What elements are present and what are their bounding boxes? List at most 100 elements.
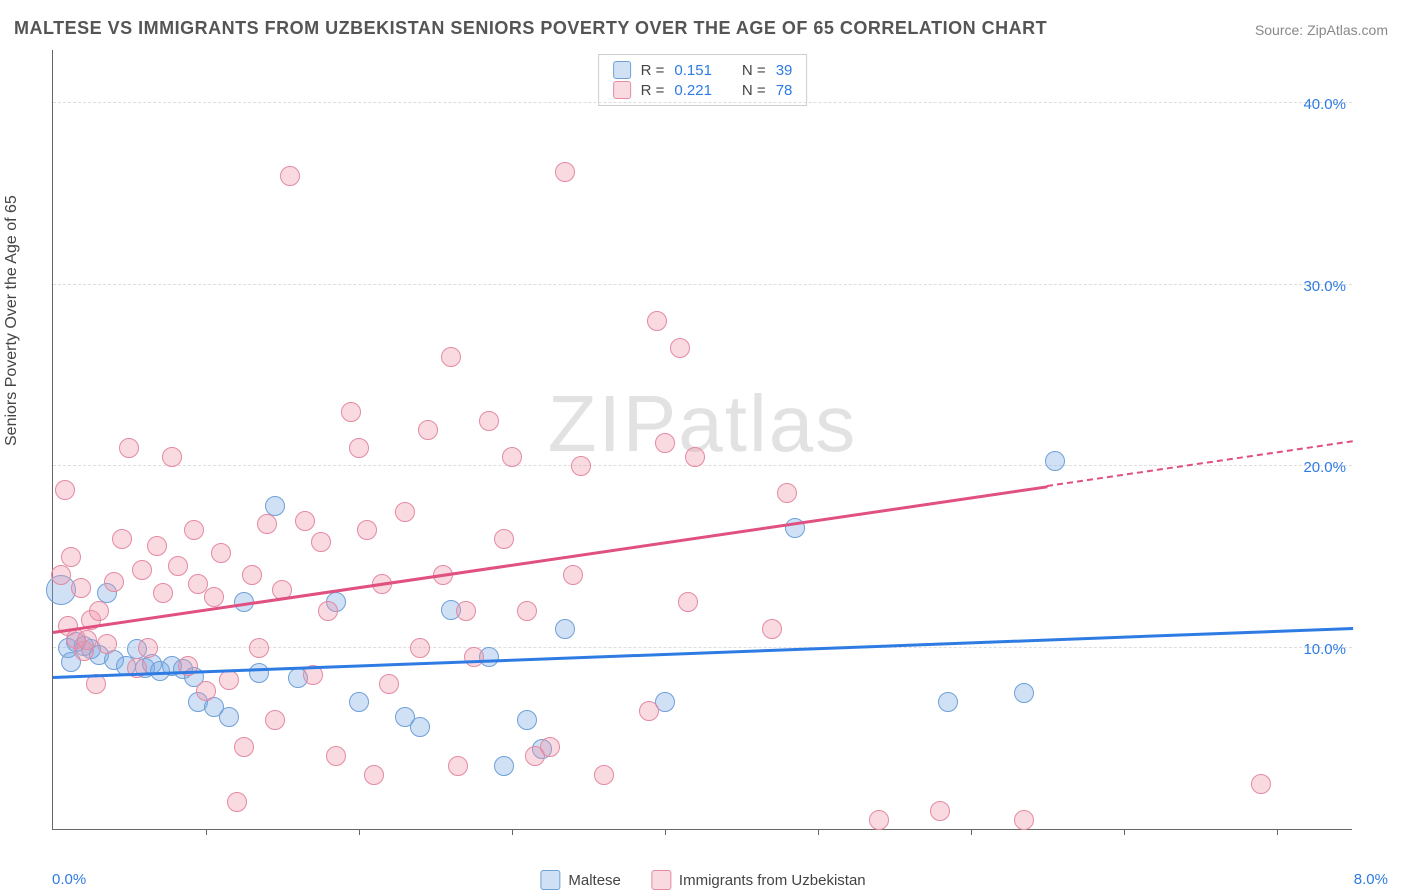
scatter-point-uzbekistan: [464, 647, 484, 667]
scatter-point-maltese: [1014, 683, 1034, 703]
x-tick: [1277, 829, 1278, 835]
legend: Maltese Immigrants from Uzbekistan: [540, 870, 865, 890]
scatter-point-uzbekistan: [162, 447, 182, 467]
trend-line-uzbekistan: [53, 485, 1047, 633]
scatter-point-uzbekistan: [55, 480, 75, 500]
scatter-point-uzbekistan: [341, 402, 361, 422]
gridline: [53, 465, 1352, 466]
scatter-point-uzbekistan: [204, 587, 224, 607]
scatter-point-uzbekistan: [379, 674, 399, 694]
scatter-point-uzbekistan: [655, 433, 675, 453]
y-tick-label: 20.0%: [1303, 459, 1346, 476]
scatter-point-uzbekistan: [479, 411, 499, 431]
scatter-point-uzbekistan: [77, 630, 97, 650]
stats-n-label: N =: [742, 82, 766, 99]
scatter-point-uzbekistan: [685, 447, 705, 467]
scatter-point-uzbekistan: [410, 638, 430, 658]
x-axis-min-label: 0.0%: [52, 871, 86, 888]
scatter-point-uzbekistan: [647, 311, 667, 331]
scatter-point-uzbekistan: [184, 520, 204, 540]
scatter-point-uzbekistan: [153, 583, 173, 603]
scatter-point-uzbekistan: [869, 810, 889, 830]
scatter-point-uzbekistan: [502, 447, 522, 467]
x-tick: [818, 829, 819, 835]
scatter-point-maltese: [494, 756, 514, 776]
scatter-point-uzbekistan: [639, 701, 659, 721]
scatter-point-maltese: [938, 692, 958, 712]
scatter-point-uzbekistan: [234, 737, 254, 757]
legend-item-uzbekistan: Immigrants from Uzbekistan: [651, 870, 866, 890]
legend-label: Immigrants from Uzbekistan: [679, 872, 866, 889]
watermark-bold: ZIP: [548, 379, 678, 468]
scatter-point-uzbekistan: [71, 578, 91, 598]
scatter-point-uzbekistan: [571, 456, 591, 476]
scatter-point-uzbekistan: [349, 438, 369, 458]
scatter-point-uzbekistan: [219, 670, 239, 690]
scatter-point-uzbekistan: [257, 514, 277, 534]
scatter-point-uzbekistan: [563, 565, 583, 585]
y-tick-label: 40.0%: [1303, 96, 1346, 113]
stats-box: R = 0.151 N = 39R = 0.221 N = 78: [598, 54, 808, 106]
plot-area: ZIPatlas R =0.151N =39R =0.221N =78 10.0…: [52, 50, 1352, 830]
gridline: [53, 284, 1352, 285]
stats-r-label: R =: [641, 62, 665, 79]
y-tick-label: 10.0%: [1303, 641, 1346, 658]
x-tick: [206, 829, 207, 835]
scatter-point-uzbekistan: [1251, 774, 1271, 794]
y-tick-label: 30.0%: [1303, 278, 1346, 295]
scatter-point-uzbekistan: [777, 483, 797, 503]
scatter-point-uzbekistan: [211, 543, 231, 563]
scatter-point-uzbekistan: [119, 438, 139, 458]
x-tick: [1124, 829, 1125, 835]
legend-item-maltese: Maltese: [540, 870, 621, 890]
scatter-point-maltese: [410, 717, 430, 737]
scatter-point-uzbekistan: [494, 529, 514, 549]
scatter-point-maltese: [555, 619, 575, 639]
scatter-point-uzbekistan: [265, 710, 285, 730]
scatter-point-uzbekistan: [295, 511, 315, 531]
stats-n-value: 78: [776, 82, 793, 99]
chart-title: MALTESE VS IMMIGRANTS FROM UZBEKISTAN SE…: [14, 18, 1047, 39]
legend-swatch-maltese: [540, 870, 560, 890]
stats-swatch-maltese: [613, 61, 631, 79]
scatter-point-uzbekistan: [280, 166, 300, 186]
scatter-point-uzbekistan: [1014, 810, 1034, 830]
scatter-point-uzbekistan: [517, 601, 537, 621]
stats-r-value: 0.151: [674, 62, 712, 79]
stats-row-maltese: R =0.151N =39: [613, 60, 793, 80]
scatter-point-uzbekistan: [138, 638, 158, 658]
x-tick: [971, 829, 972, 835]
scatter-point-uzbekistan: [441, 347, 461, 367]
scatter-point-uzbekistan: [147, 536, 167, 556]
x-tick: [359, 829, 360, 835]
scatter-point-uzbekistan: [555, 162, 575, 182]
trend-line-maltese: [53, 627, 1353, 678]
scatter-point-maltese: [265, 496, 285, 516]
gridline: [53, 647, 1352, 648]
source-label: Source: ZipAtlas.com: [1255, 22, 1388, 38]
scatter-point-uzbekistan: [448, 756, 468, 776]
scatter-point-uzbekistan: [168, 556, 188, 576]
stats-n-value: 39: [776, 62, 793, 79]
stats-row-uzbekistan: R = 0.221 N = 78: [613, 80, 793, 100]
y-axis-label: Seniors Poverty Over the Age of 65: [3, 195, 21, 446]
scatter-point-maltese: [1045, 451, 1065, 471]
scatter-point-uzbekistan: [678, 592, 698, 612]
scatter-point-uzbekistan: [395, 502, 415, 522]
scatter-point-uzbekistan: [242, 565, 262, 585]
scatter-point-uzbekistan: [318, 601, 338, 621]
stats-r-value: 0.221: [674, 82, 712, 99]
scatter-point-maltese: [517, 710, 537, 730]
scatter-point-uzbekistan: [930, 801, 950, 821]
legend-label: Maltese: [568, 872, 621, 889]
scatter-point-maltese: [219, 707, 239, 727]
gridline: [53, 102, 1352, 103]
scatter-point-uzbekistan: [104, 572, 124, 592]
scatter-point-uzbekistan: [311, 532, 331, 552]
stats-r-label: R =: [641, 82, 665, 99]
x-tick: [665, 829, 666, 835]
scatter-point-uzbekistan: [357, 520, 377, 540]
legend-swatch-uzbekistan: [651, 870, 671, 890]
scatter-point-uzbekistan: [112, 529, 132, 549]
scatter-point-uzbekistan: [762, 619, 782, 639]
